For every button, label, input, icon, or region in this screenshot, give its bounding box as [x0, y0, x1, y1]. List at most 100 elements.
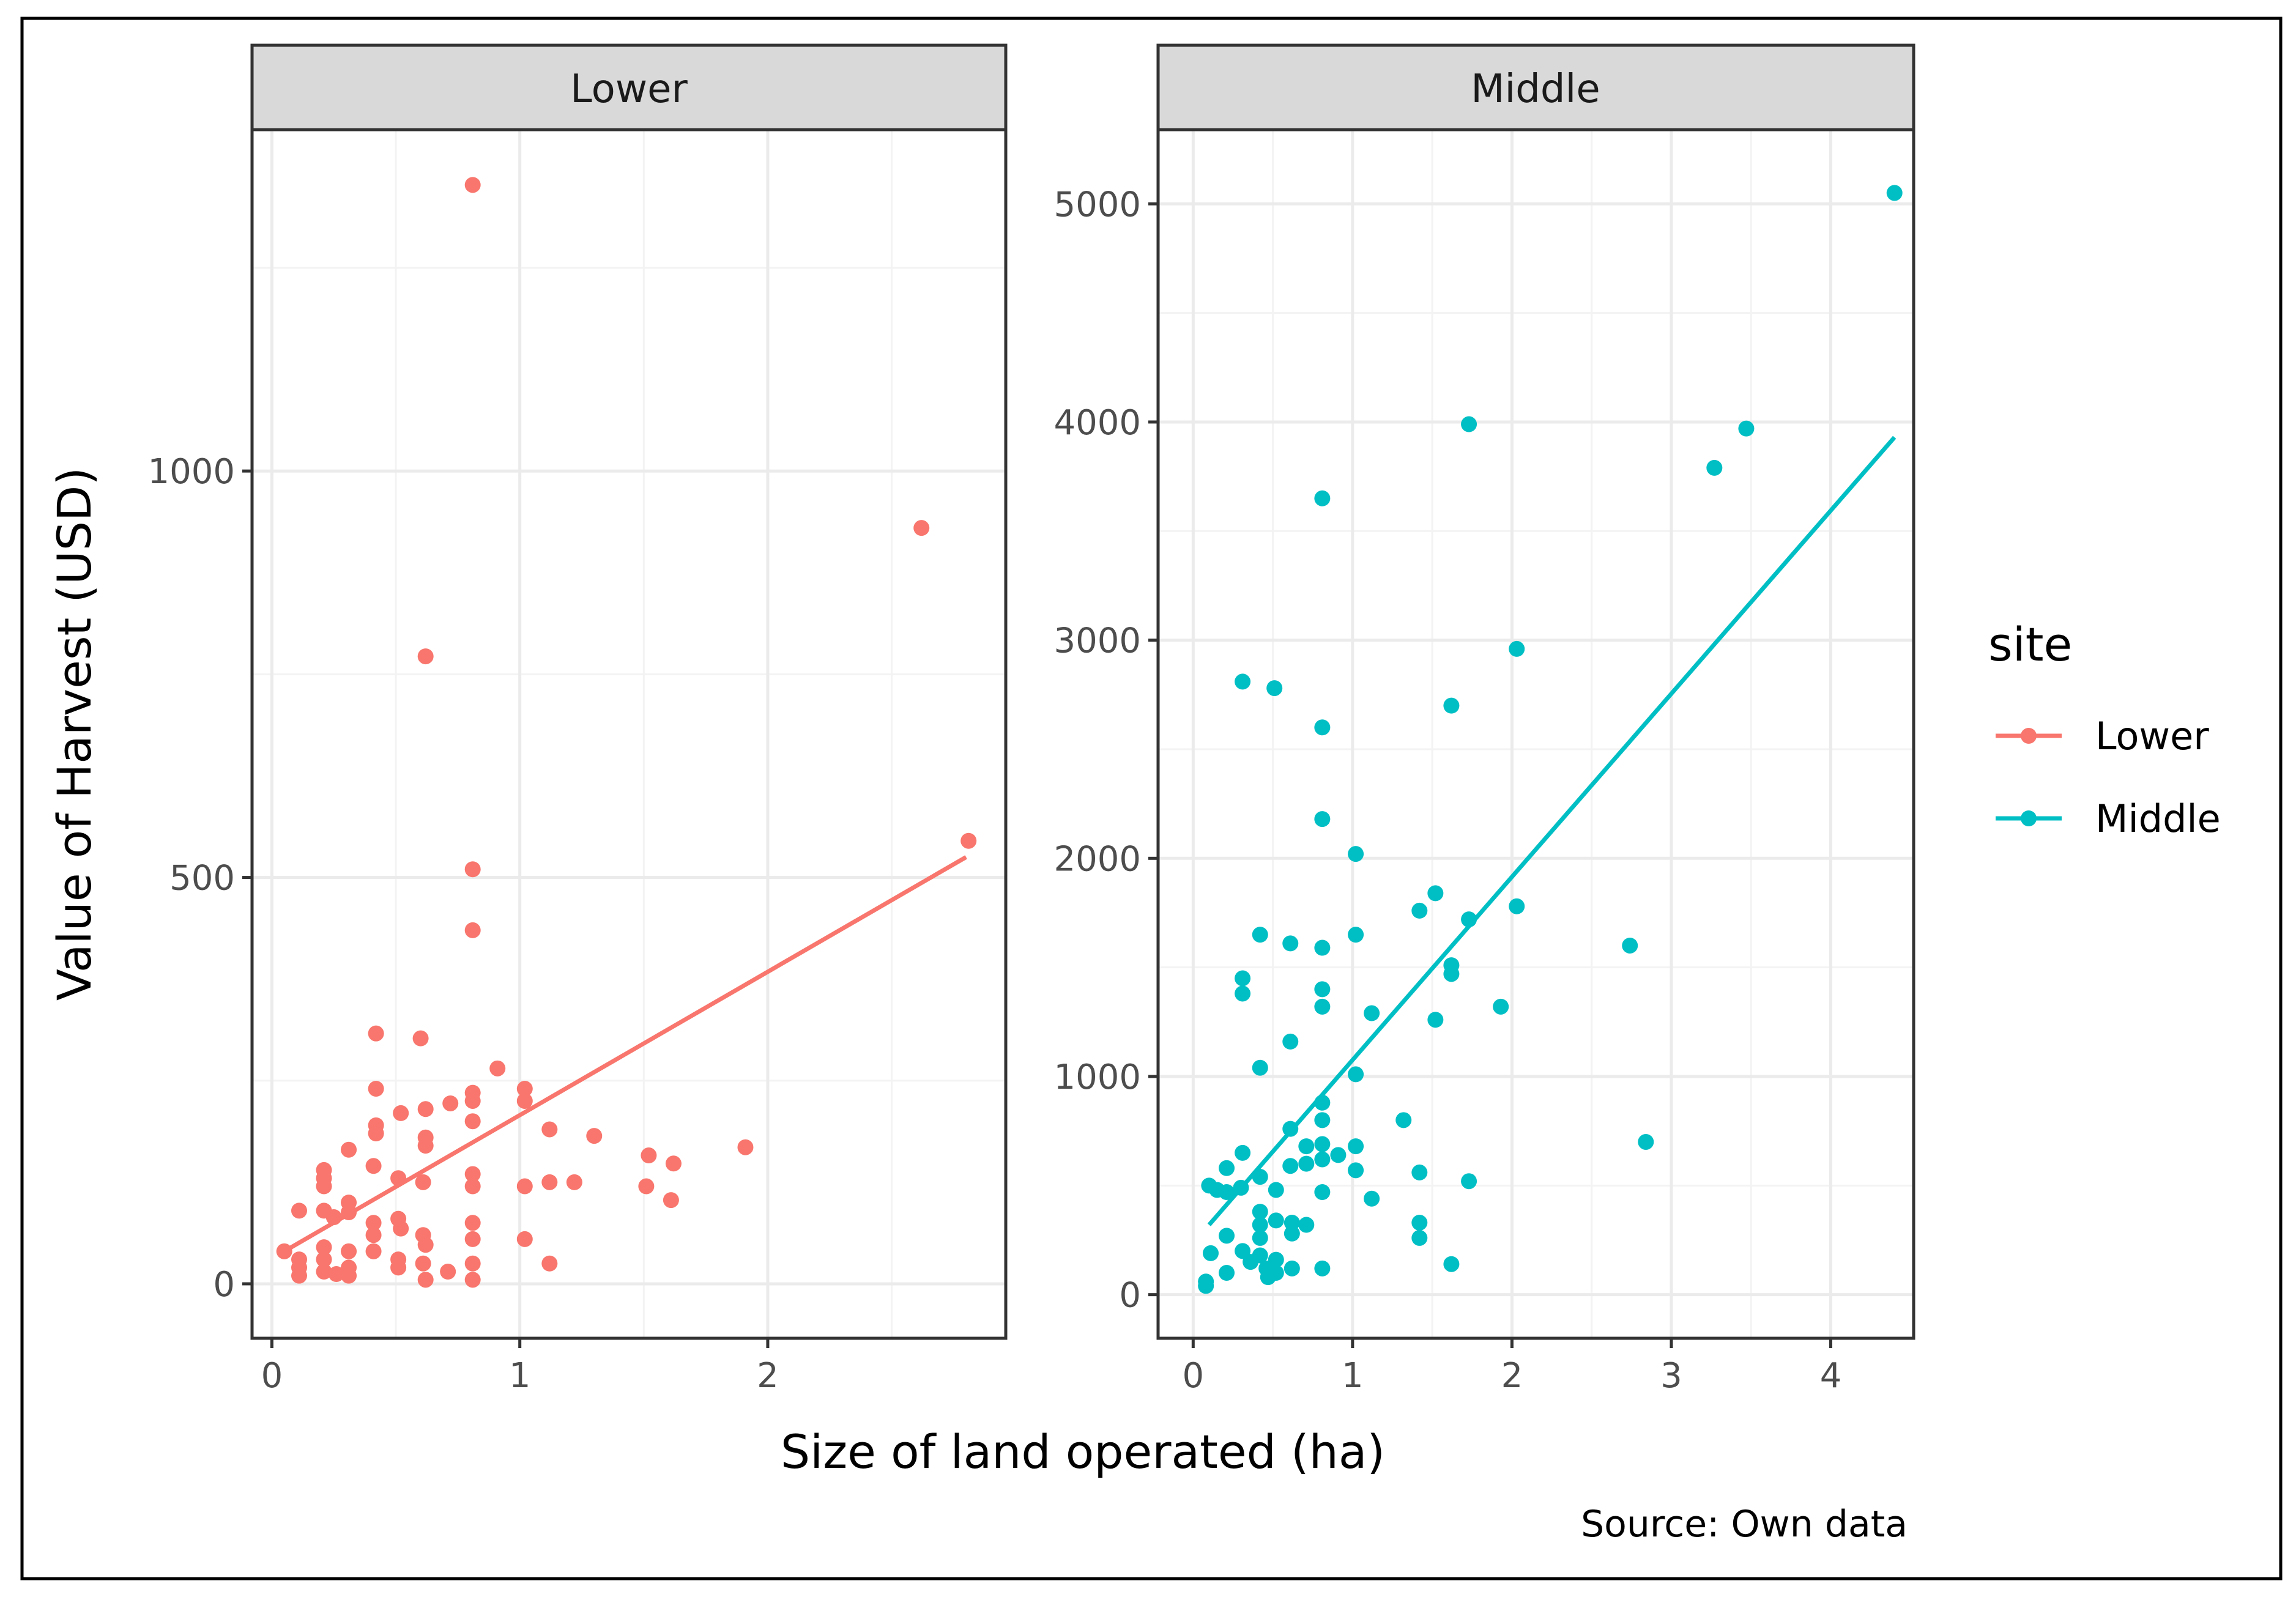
middle-point-67	[1411, 1229, 1428, 1246]
panel-middle-trend	[1207, 435, 1897, 1226]
middle-point-69	[1235, 1243, 1251, 1259]
lower-point-11	[464, 1092, 481, 1109]
middle-point-72	[1284, 1260, 1300, 1276]
middle-point-48	[1638, 1133, 1654, 1150]
middle-point-60	[1268, 1212, 1284, 1229]
lower-point-31	[390, 1170, 407, 1187]
lower-point-29	[365, 1158, 382, 1174]
lower-point-33	[464, 1178, 481, 1195]
legend-key-point-lower	[2021, 728, 2037, 744]
lower-point-67	[464, 1255, 481, 1272]
panel-middle-border	[1156, 128, 1915, 1340]
panel-middle-points	[1198, 185, 1903, 1294]
middle-point-68	[1202, 1245, 1219, 1261]
lower-point-15	[417, 1101, 434, 1117]
lower-point-51	[417, 1237, 434, 1253]
middle-point-13	[1509, 898, 1525, 914]
lower-point-23	[586, 1128, 603, 1144]
caption: Source: Own data	[1581, 1503, 1908, 1546]
middle-point-44	[1282, 1158, 1299, 1174]
middle-point-7	[1509, 640, 1525, 657]
panel-middle-background	[1158, 130, 1914, 1338]
lower-y-tick-label-0: 0	[213, 1265, 235, 1305]
lower-point-53	[464, 1231, 481, 1247]
middle-point-81	[1260, 1269, 1276, 1286]
lower-point-59	[316, 1251, 332, 1268]
lower-point-13	[516, 1092, 533, 1109]
middle-point-53	[1252, 1169, 1268, 1185]
middle-y-tick-label-1: 1000	[1053, 1058, 1141, 1097]
middle-x-tick-label-1: 1	[1342, 1356, 1364, 1396]
lower-x-tick-label-2: 2	[757, 1356, 779, 1396]
lower-point-1	[913, 520, 930, 536]
lower-point-69	[291, 1267, 307, 1284]
y-axis-title: Value of Harvest (USD)	[47, 467, 102, 1001]
middle-x-tick-label-2: 2	[1501, 1356, 1523, 1396]
panel-lower: Lower 0 1 2 0 500 1000	[147, 43, 1008, 1396]
middle-x-tick-label-4: 4	[1820, 1356, 1842, 1396]
lower-point-21	[464, 1113, 481, 1130]
middle-point-25	[1314, 981, 1331, 998]
lower-point-65	[415, 1255, 431, 1272]
middle-point-32	[1348, 1066, 1364, 1083]
middle-point-59	[1252, 1217, 1268, 1233]
lower-y-tick-label-2: 1000	[147, 452, 235, 492]
lower-point-5	[464, 922, 481, 938]
lower-point-16	[393, 1105, 409, 1121]
middle-point-43	[1298, 1155, 1315, 1172]
middle-point-40	[1235, 1144, 1251, 1161]
lower-point-25	[341, 1141, 357, 1158]
middle-point-47	[1411, 1164, 1428, 1180]
lower-point-71	[328, 1266, 344, 1283]
middle-point-20	[1622, 937, 1638, 954]
middle-point-17	[1252, 927, 1268, 943]
middle-point-63	[1284, 1225, 1300, 1242]
middle-point-52	[1233, 1179, 1249, 1196]
lower-point-34	[516, 1178, 533, 1195]
lower-x-tick-label-1: 1	[509, 1356, 531, 1396]
lower-point-43	[325, 1209, 342, 1226]
lower-point-8	[489, 1060, 506, 1076]
middle-point-73	[1314, 1260, 1331, 1276]
middle-point-23	[1235, 970, 1251, 987]
middle-point-39	[1330, 1147, 1347, 1163]
lower-point-37	[641, 1147, 657, 1164]
lower-point-45	[341, 1204, 357, 1221]
lower-point-55	[276, 1243, 292, 1259]
middle-x-tick-label-3: 3	[1660, 1356, 1682, 1396]
middle-point-3	[1706, 459, 1723, 476]
middle-point-19	[1314, 939, 1331, 956]
lower-y-tick-label-1: 500	[169, 859, 235, 899]
lower-point-66	[440, 1264, 456, 1280]
middle-point-58	[1252, 1204, 1268, 1220]
middle-point-56	[1364, 1190, 1380, 1207]
middle-point-35	[1395, 1112, 1412, 1128]
middle-point-80	[1443, 1256, 1460, 1272]
lower-point-36	[566, 1174, 582, 1190]
middle-x-tick-label-0: 0	[1183, 1356, 1205, 1396]
middle-point-22	[1443, 966, 1460, 982]
middle-point-62	[1298, 1217, 1315, 1233]
panel-lower-ticks: 0 1 2 0 500 1000	[147, 452, 778, 1396]
lower-point-12	[516, 1081, 533, 1097]
middle-point-2	[1738, 420, 1755, 437]
lower-point-2	[417, 648, 434, 665]
lower-point-4	[464, 861, 481, 878]
middle-point-36	[1282, 1121, 1299, 1137]
middle-y-tick-label-3: 3000	[1053, 621, 1141, 661]
legend-item-middle: Middle	[1996, 796, 2221, 841]
panel-middle: Middle 0 1 2 3 4 0 1000 2000 3000 4000 5000	[1053, 43, 1915, 1396]
middle-point-18	[1282, 935, 1299, 952]
middle-point-51	[1219, 1184, 1235, 1201]
middle-y-tick-label-5: 5000	[1053, 185, 1141, 224]
middle-point-15	[1461, 911, 1477, 928]
lower-point-70	[316, 1264, 332, 1280]
middle-point-24	[1235, 985, 1251, 1002]
middle-point-14	[1411, 902, 1428, 919]
lower-point-35	[541, 1174, 558, 1190]
middle-point-55	[1314, 1184, 1331, 1201]
lower-point-32	[464, 1166, 481, 1182]
middle-point-74	[1219, 1264, 1235, 1281]
middle-point-12	[1427, 885, 1444, 902]
